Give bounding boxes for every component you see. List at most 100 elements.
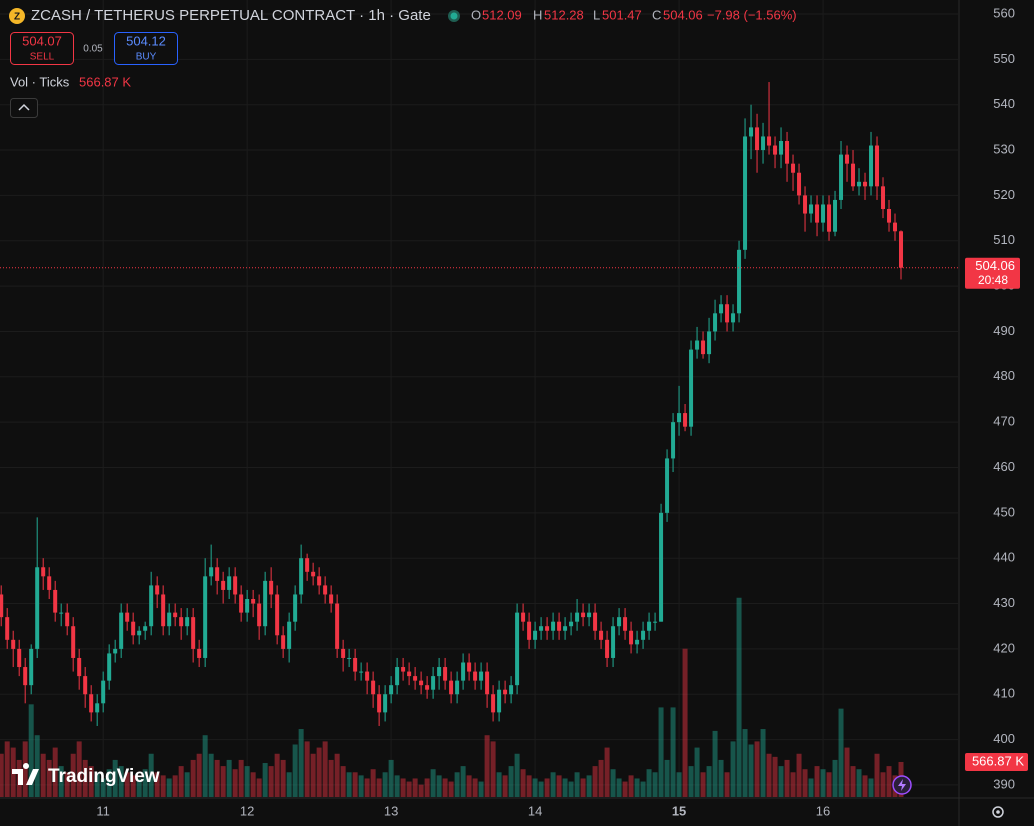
volume-bar: [268, 766, 274, 797]
candle-body: [797, 172, 802, 196]
volume-bar: [790, 772, 796, 797]
x-tick-label: 14: [528, 803, 542, 818]
volume-bar: [292, 744, 298, 797]
candle-body: [593, 612, 598, 631]
settings-icon[interactable]: [992, 806, 1004, 818]
y-tick-label: 560: [993, 5, 1015, 20]
volume-bar: [820, 769, 826, 797]
y-tick-label: 410: [993, 686, 1015, 701]
volume-bar: [100, 778, 106, 797]
collapse-icon[interactable]: [18, 103, 30, 111]
collapse-button[interactable]: [10, 98, 38, 118]
volume-bar: [574, 772, 580, 797]
volume-bar: [124, 772, 130, 797]
candle-body: [425, 685, 430, 690]
volume-bar: [196, 753, 202, 797]
ohlc-value: 504.06: [663, 7, 703, 22]
buy-price[interactable]: 504.12: [126, 33, 166, 48]
volume-bar: [868, 778, 874, 797]
candle-body: [137, 630, 142, 636]
candle-body: [119, 612, 124, 649]
volume-bar: [244, 766, 250, 797]
candle-body: [677, 413, 682, 423]
candle-body: [365, 671, 370, 681]
volume-bar: [526, 775, 532, 797]
sell-label[interactable]: SELL: [30, 52, 55, 63]
candle-body: [179, 617, 184, 627]
volume-bar: [832, 759, 838, 797]
candle-body: [449, 680, 454, 695]
candle-body: [11, 639, 16, 649]
candle-body: [143, 626, 148, 631]
volume-bar: [208, 753, 214, 797]
candle-body: [599, 630, 604, 640]
candle-body: [0, 594, 4, 618]
volume-bar: [466, 775, 472, 797]
candle-body: [275, 594, 280, 636]
volume-bar: [130, 775, 136, 797]
last-price-label: 504.06: [975, 258, 1015, 273]
volume-bar: [400, 778, 406, 797]
volume-bar: [322, 741, 328, 797]
candle-body: [761, 136, 766, 151]
volume-bar: [406, 781, 412, 797]
y-tick-label: 400: [993, 731, 1015, 746]
candle-body: [803, 195, 808, 214]
candle-body: [467, 662, 472, 672]
buy-button[interactable]: 504.12 BUY: [114, 32, 178, 65]
volume-bar: [172, 775, 178, 797]
candle-body: [215, 567, 220, 581]
volume-bar: [304, 741, 310, 797]
candle-body: [185, 617, 190, 627]
candle-body: [479, 671, 484, 681]
candle-body: [563, 626, 568, 631]
volume-bar: [328, 759, 334, 797]
candle-body: [695, 340, 700, 350]
volume-bar: [862, 775, 868, 797]
sell-price[interactable]: 504.07: [22, 33, 62, 48]
volume-bar: [538, 781, 544, 797]
candle-body: [605, 639, 610, 658]
candle-body: [113, 648, 118, 654]
volume-bar: [472, 778, 478, 797]
candle-body: [191, 617, 196, 649]
buy-box[interactable]: [114, 32, 178, 65]
volume-bar: [478, 781, 484, 797]
candle-body: [209, 567, 214, 577]
volume-bar: [736, 597, 742, 797]
candle-body: [653, 621, 658, 623]
candle-body: [95, 703, 100, 713]
volume-bar: [238, 759, 244, 797]
buy-label[interactable]: BUY: [136, 52, 157, 63]
settings-icon-center[interactable]: [996, 810, 1000, 814]
volume-bar: [754, 741, 760, 797]
volume-title: Vol · Ticks: [10, 74, 70, 89]
volume-bar: [856, 769, 862, 797]
candle-body: [251, 599, 256, 604]
x-tick-label: 12: [240, 803, 254, 818]
spread: 0.05: [83, 44, 103, 55]
candle-body: [509, 685, 514, 695]
volume-bar: [262, 763, 268, 797]
sell-box[interactable]: [10, 32, 74, 65]
candle-body: [701, 340, 706, 355]
volume-bar: [418, 784, 424, 797]
volume-bar: [748, 744, 754, 797]
volume-bar: [346, 772, 352, 797]
candle-body: [443, 667, 448, 681]
candle-body: [725, 304, 730, 323]
candle-body: [29, 648, 34, 686]
volume-bar: [58, 766, 64, 797]
y-tick-label: 530: [993, 141, 1015, 156]
candle-body: [791, 163, 796, 173]
volume-bar: [700, 772, 706, 797]
volume-bar: [280, 759, 286, 797]
volume-bar: [214, 759, 220, 797]
sell-button[interactable]: 504.07 SELL: [10, 32, 74, 65]
candle-body: [329, 594, 334, 604]
volume-bar: [250, 772, 256, 797]
volume-bar: [802, 769, 808, 797]
volume-bar: [652, 772, 658, 797]
lightning-icon[interactable]: [898, 779, 906, 791]
volume-bar: [784, 759, 790, 797]
